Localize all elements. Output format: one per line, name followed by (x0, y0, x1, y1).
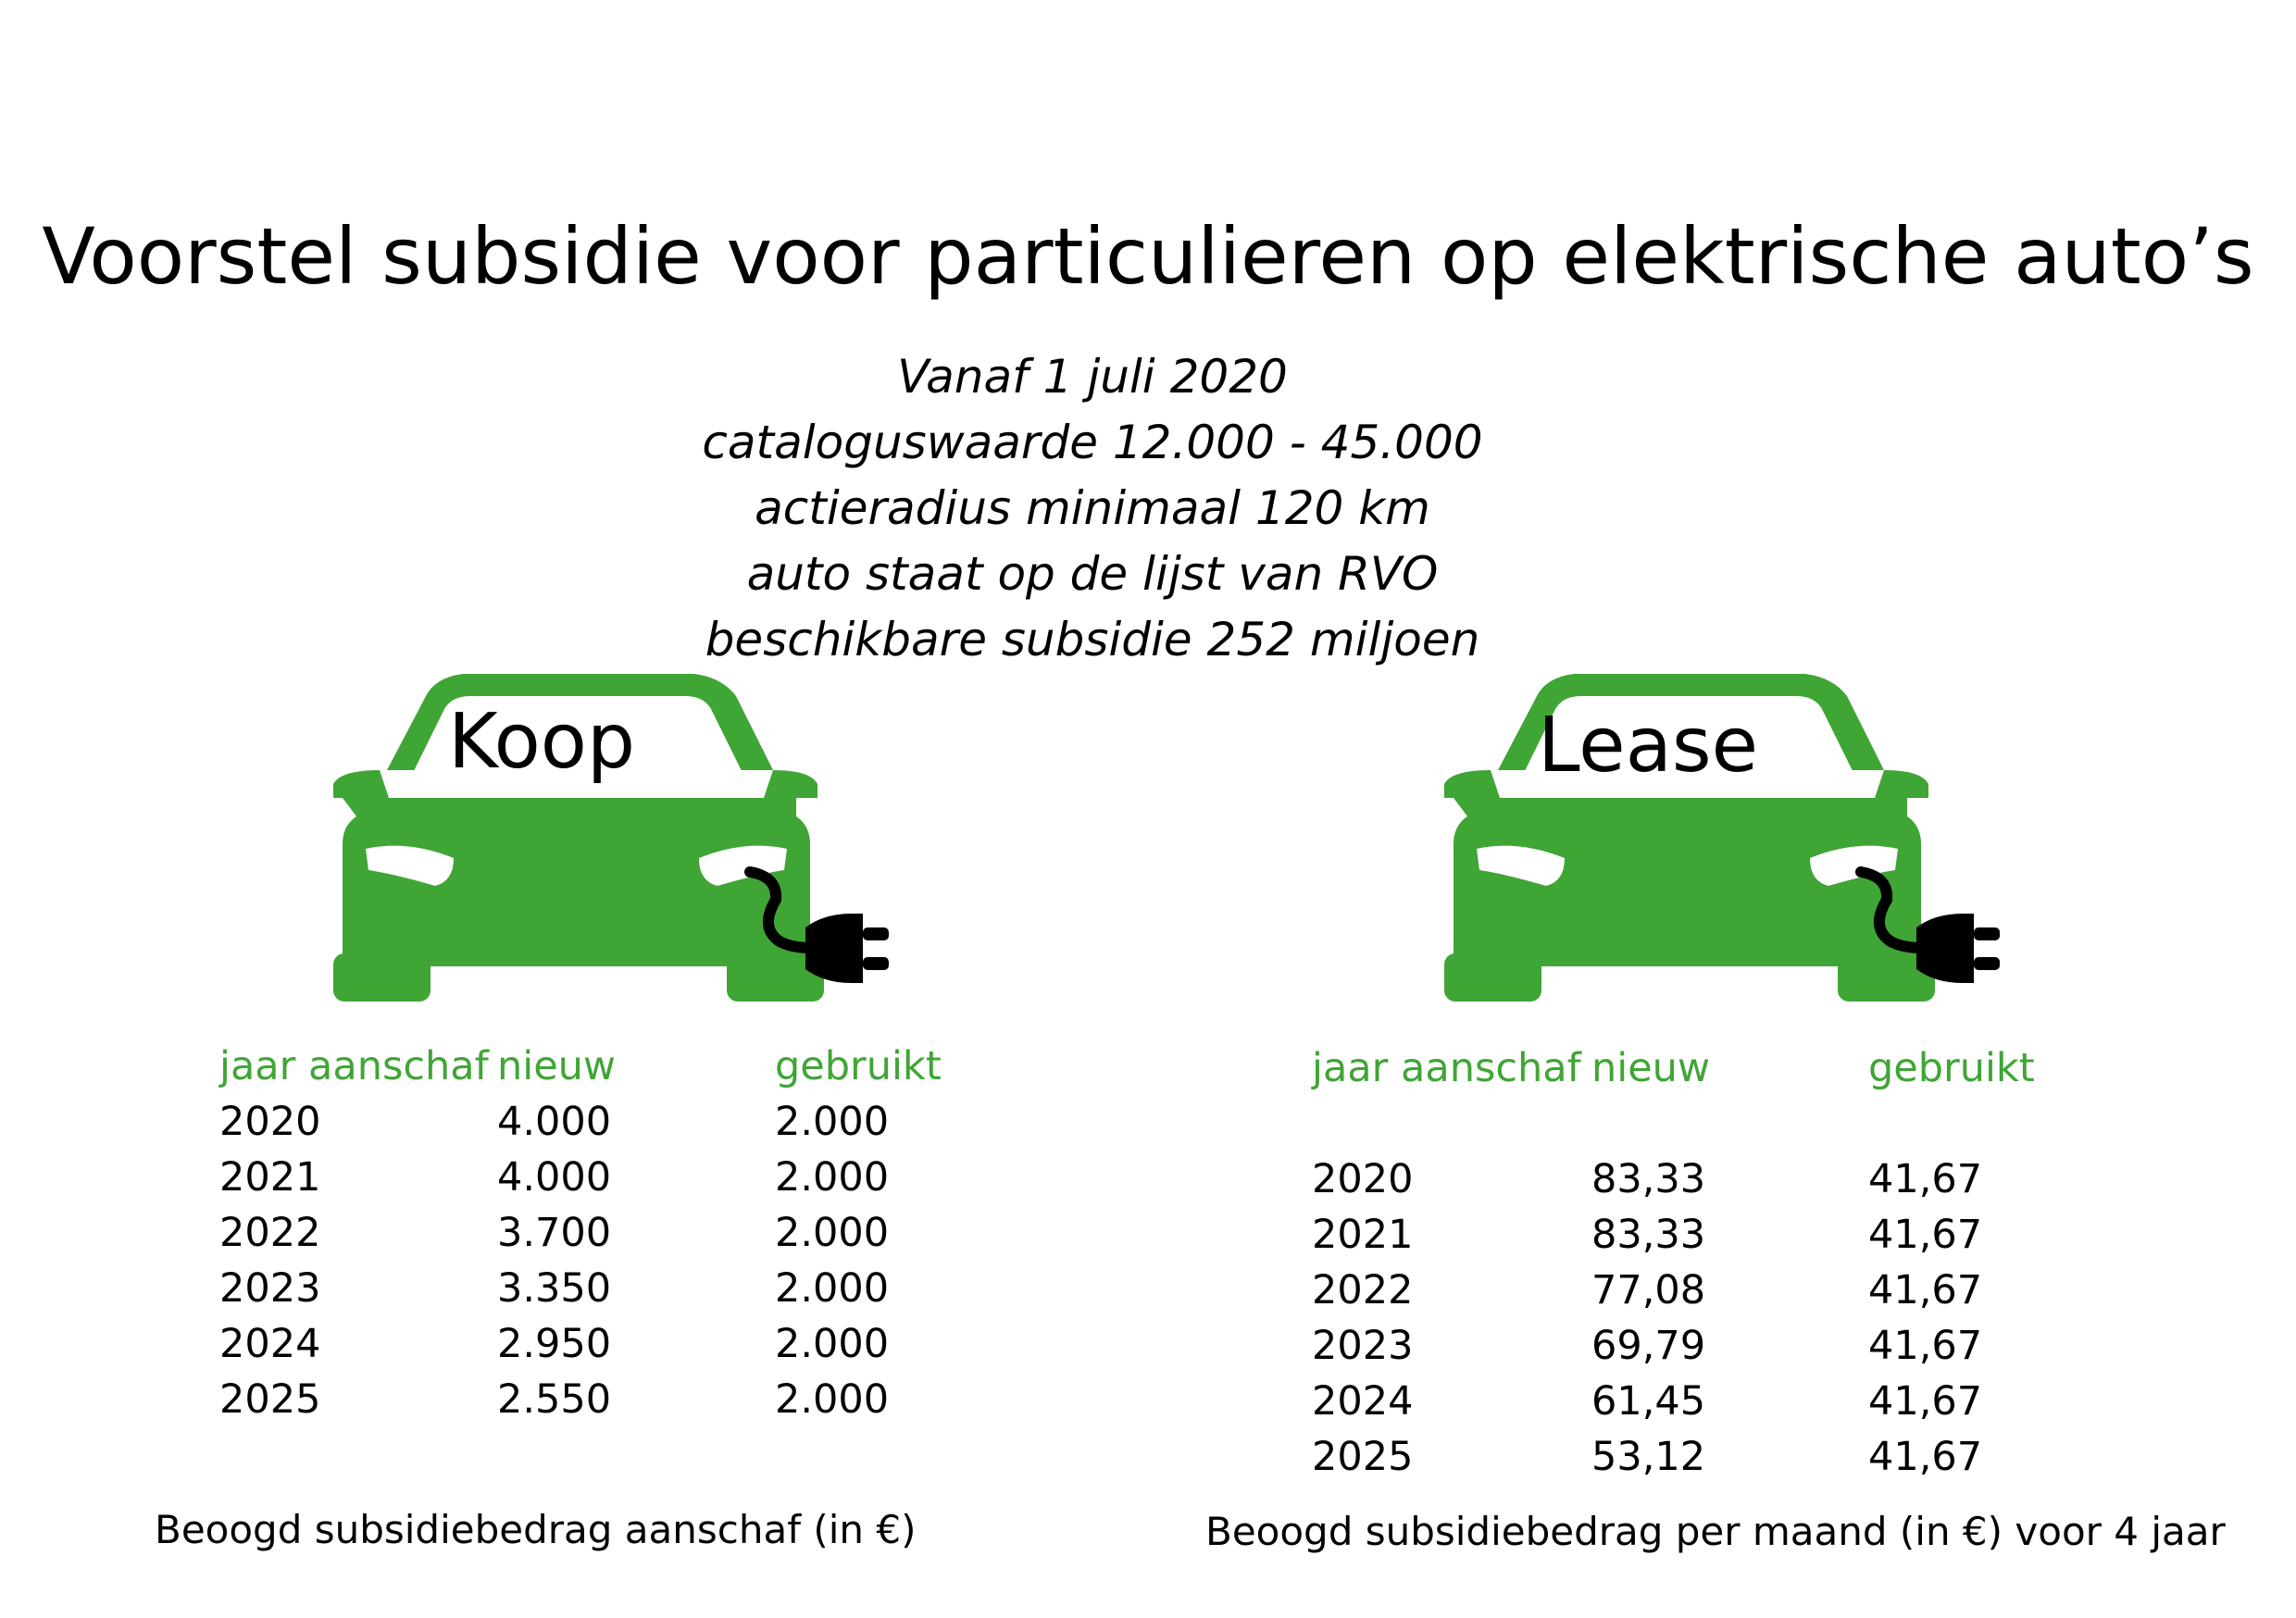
used-amount-cell: 41,67 (1868, 1323, 1983, 1369)
table-row: 2022 3.700 2.000 (219, 1205, 960, 1261)
charging-cable (1855, 866, 1927, 953)
column-header-year: jaar aanschaf (219, 1043, 489, 1089)
table-row: 2024 61,45 41,67 (1312, 1374, 2053, 1429)
condition-rvo-list: auto staat op de lijst van RVO (746, 547, 1439, 601)
year-cell: 2021 (219, 1154, 321, 1201)
table-row: 2020 4.000 2.000 (219, 1094, 960, 1150)
used-amount-cell: 2.000 (775, 1099, 890, 1145)
used-amount-cell: 41,67 (1868, 1156, 1983, 1202)
table-spacer-row (1312, 1096, 2053, 1151)
table-row: 2021 4.000 2.000 (219, 1150, 960, 1205)
year-cell: 2021 (1312, 1212, 1414, 1258)
column-header-new: nieuw (1591, 1045, 1711, 1091)
used-amount-cell: 2.000 (775, 1321, 890, 1367)
table-row: 2021 83,33 41,67 (1312, 1207, 2053, 1263)
koop-label: Koop (447, 698, 636, 786)
column-header-year: jaar aanschaf (1312, 1045, 1581, 1091)
used-amount-cell: 41,67 (1868, 1212, 1983, 1258)
column-header-used: gebruikt (775, 1043, 942, 1089)
new-amount-cell: 83,33 (1591, 1156, 1706, 1202)
column-header-used: gebruikt (1868, 1045, 2035, 1091)
year-cell: 2020 (219, 1099, 321, 1145)
used-amount-cell: 2.000 (775, 1265, 890, 1312)
subsidy-conditions: Vanaf 1 juli 2020 cataloguswaarde 12.000… (0, 344, 2185, 673)
condition-catalogue-value: cataloguswaarde 12.000 - 45.000 (702, 416, 1483, 469)
new-amount-cell: 2.550 (497, 1376, 612, 1423)
koop-table: jaar aanschaf nieuw gebruikt 2020 4.000 … (219, 1039, 960, 1427)
electric-car-icon (1444, 674, 2000, 1002)
electric-car-icon (333, 674, 889, 1002)
condition-budget: beschikbare subsidie 252 miljoen (705, 613, 1480, 666)
table-header-row: jaar aanschaf nieuw gebruikt (1312, 1040, 2053, 1096)
new-amount-cell: 69,79 (1591, 1323, 1706, 1369)
lease-label: Lease (1537, 702, 1759, 790)
year-cell: 2024 (1312, 1378, 1414, 1425)
page-title: Voorstel subsidie voor particulieren op … (42, 211, 2254, 302)
used-amount-cell: 41,67 (1868, 1378, 1983, 1425)
koop-footnote: Beoogd subsidiebedrag aanschaf (in €) (155, 1507, 917, 1552)
new-amount-cell: 83,33 (1591, 1212, 1706, 1258)
year-cell: 2025 (219, 1376, 321, 1423)
table-row: 2024 2.950 2.000 (219, 1316, 960, 1372)
new-amount-cell: 61,45 (1591, 1378, 1706, 1425)
year-cell: 2024 (219, 1321, 321, 1367)
year-cell: 2025 (1312, 1434, 1414, 1480)
lease-table: jaar aanschaf nieuw gebruikt 2020 83,33 … (1312, 1040, 2053, 1485)
new-amount-cell: 3.700 (497, 1210, 612, 1256)
charging-cable (744, 866, 816, 953)
table-row: 2023 69,79 41,67 (1312, 1318, 2053, 1374)
new-amount-cell: 4.000 (497, 1099, 612, 1145)
table-row: 2025 2.550 2.000 (219, 1372, 960, 1427)
year-cell: 2020 (1312, 1156, 1414, 1202)
used-amount-cell: 2.000 (775, 1376, 890, 1423)
column-header-new: nieuw (497, 1043, 617, 1089)
used-amount-cell: 2.000 (775, 1210, 890, 1256)
new-amount-cell: 2.950 (497, 1321, 612, 1367)
year-cell: 2023 (219, 1265, 321, 1312)
new-amount-cell: 53,12 (1591, 1434, 1706, 1480)
table-header-row: jaar aanschaf nieuw gebruikt (219, 1039, 960, 1094)
table-row: 2022 77,08 41,67 (1312, 1263, 2053, 1318)
condition-range: actieradius minimaal 120 km (755, 481, 1430, 535)
new-amount-cell: 4.000 (497, 1154, 612, 1201)
table-row: 2020 83,33 41,67 (1312, 1151, 2053, 1207)
used-amount-cell: 2.000 (775, 1154, 890, 1201)
year-cell: 2022 (1312, 1267, 1414, 1313)
table-row: 2023 3.350 2.000 (219, 1261, 960, 1316)
new-amount-cell: 3.350 (497, 1265, 612, 1312)
used-amount-cell: 41,67 (1868, 1267, 1983, 1313)
plug-icon (805, 914, 889, 983)
used-amount-cell: 41,67 (1868, 1434, 1983, 1480)
table-row: 2025 53,12 41,67 (1312, 1429, 2053, 1485)
year-cell: 2023 (1312, 1323, 1414, 1369)
condition-start-date: Vanaf 1 juli 2020 (897, 350, 1288, 404)
new-amount-cell: 77,08 (1591, 1267, 1706, 1313)
year-cell: 2022 (219, 1210, 321, 1256)
lease-footnote: Beoogd subsidiebedrag per maand (in €) v… (1205, 1509, 2226, 1554)
plug-icon (1916, 914, 2000, 983)
